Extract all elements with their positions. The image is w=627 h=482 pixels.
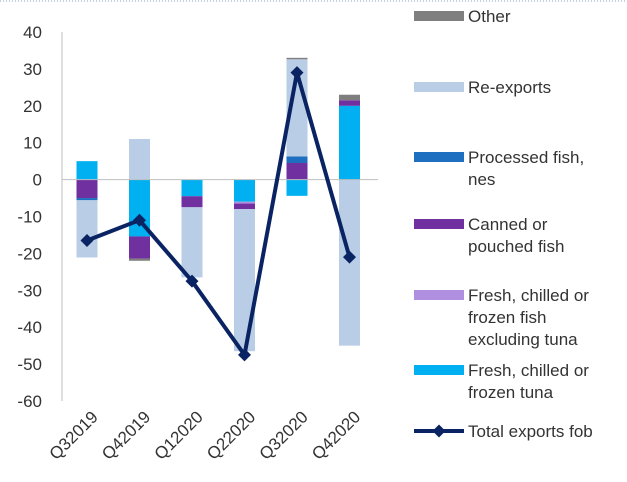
total-exports-marker <box>290 66 304 80</box>
y-tick-label: -30 <box>17 281 42 300</box>
legend-label-line: Total exports fob <box>468 422 593 441</box>
y-tick-label: -50 <box>17 355 42 374</box>
legend-label: Processed fish, nes <box>468 148 584 189</box>
legend-swatch <box>414 365 464 375</box>
x-tick-label: Q12020 <box>151 407 207 463</box>
legend: Other Re-exports Processed fish, nes Canned … <box>414 7 593 441</box>
x-tick-label: Q42019 <box>98 407 154 463</box>
y-tick-label: 20 <box>23 97 42 116</box>
legend-label-line: Fresh, chilled or <box>468 286 589 305</box>
legend-label-line: frozen tuna <box>468 383 554 402</box>
bar-canned-or-pouched-fish-q32019 <box>76 179 98 199</box>
legend-label: Total exports fob <box>468 422 593 441</box>
bar-canned-or-pouched-fish-q32020 <box>286 162 308 180</box>
legend-swatch <box>414 11 464 21</box>
bar-processed-fish-nes-q32020 <box>286 156 308 163</box>
y-tick-label: 30 <box>23 60 42 79</box>
y-tick-label: 0 <box>33 171 42 190</box>
x-tick-label: Q42020 <box>308 407 364 463</box>
x-tick-label: Q32019 <box>46 407 102 463</box>
y-tick-label: 10 <box>23 134 42 153</box>
legend-label-line: Re-exports <box>468 78 551 97</box>
legend-label: Re-exports <box>468 78 551 97</box>
legend-label-line: Processed fish, <box>468 148 584 167</box>
total-exports-marker <box>343 250 356 264</box>
legend-label-line: excluding tuna <box>468 330 578 349</box>
bar-re-exports-q32019 <box>76 200 98 258</box>
total-exports-marker <box>80 233 94 247</box>
total-exports-marker <box>185 274 199 288</box>
total-exports-marker <box>238 348 251 362</box>
legend-label-line: Fresh, chilled or <box>468 361 589 380</box>
legend-label: Canned or pouched fish <box>468 215 564 256</box>
y-tick-label: -40 <box>17 318 42 337</box>
bar-canned-or-pouched-fish-q42019 <box>129 236 150 259</box>
y-axis: 40 30 20 10 0 -10 -20 -30 -40 -50 -60 <box>17 23 63 411</box>
legend-swatch <box>414 82 464 92</box>
total-exports-marker <box>133 213 146 227</box>
legend-label-line: frozen fish <box>468 308 546 327</box>
legend-swatch <box>414 290 464 300</box>
bar-re-exports-q32020 <box>286 59 308 157</box>
x-tick-label: Q22020 <box>203 407 259 463</box>
legend-label: Fresh, chilled or frozen fish excluding tu… <box>468 286 589 349</box>
y-tick-label: 40 <box>23 23 42 42</box>
legend-label: Other <box>468 7 511 26</box>
bar-fresh-chilled-or-frozen-tuna-q32019 <box>76 161 98 180</box>
legend-swatch <box>414 219 464 229</box>
bar-other-q42019 <box>129 258 150 261</box>
bar-re-exports-q42019 <box>129 139 150 180</box>
legend-label-line: pouched fish <box>468 237 564 256</box>
bar-re-exports-q12020 <box>181 207 203 278</box>
bar-other-q32020 <box>286 57 308 60</box>
legend-swatch <box>414 152 464 162</box>
legend-marker-total-exports <box>432 424 446 438</box>
legend-label: Fresh, chilled or frozen tuna <box>468 361 589 402</box>
bar-fresh-chilled-or-frozen-tuna-q42020 <box>339 105 360 180</box>
y-tick-label: -60 <box>17 392 42 411</box>
legend-label-line: Other <box>468 7 511 26</box>
bar-re-exports-q22020 <box>234 209 255 352</box>
y-tick-label: -20 <box>17 244 42 263</box>
bar-fresh-chilled-or-frozen-tuna-q22020 <box>234 179 255 202</box>
total-exports-line <box>86 70 352 357</box>
y-tick-label: -10 <box>17 208 42 227</box>
bar-fresh-chilled-or-frozen-tuna-q32020 <box>286 179 308 196</box>
bar-other-q42020 <box>339 94 360 101</box>
bar-processed-fish-nes-q32019 <box>76 198 98 201</box>
total-exports-line-layer <box>80 66 356 362</box>
bar-canned-or-pouched-fish-q12020 <box>181 196 203 208</box>
bar-fresh-chilled-or-frozen-fish-excluding-tuna-q22020 <box>234 201 255 204</box>
bar-fresh-chilled-or-frozen-tuna-q12020 <box>181 179 203 197</box>
bar-canned-or-pouched-fish-q22020 <box>234 203 255 210</box>
legend-label-line: nes <box>468 170 495 189</box>
x-tick-label: Q32020 <box>256 407 312 463</box>
legend-label-line: Canned or <box>468 215 548 234</box>
bar-canned-or-pouched-fish-q42020 <box>339 100 360 106</box>
bar-layer <box>76 57 360 352</box>
